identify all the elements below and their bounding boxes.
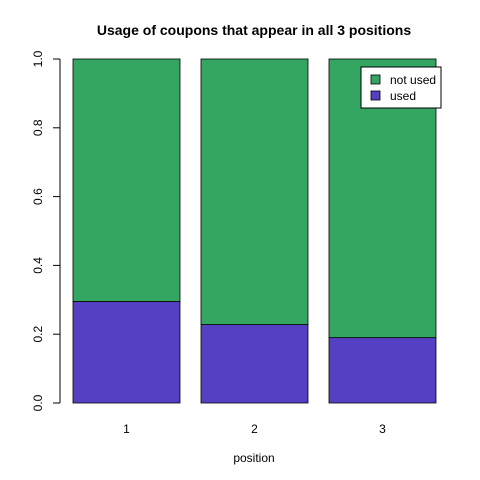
legend-label-used: used bbox=[390, 89, 416, 103]
bar-used-2 bbox=[200, 324, 309, 404]
y-tick-label-4: 0.8 bbox=[31, 119, 45, 136]
legend-swatch-not-used bbox=[370, 74, 381, 85]
chart-title: Usage of coupons that appear in all 3 po… bbox=[97, 22, 411, 38]
bar-not-used-2 bbox=[200, 58, 309, 325]
x-axis-title: position bbox=[233, 451, 274, 465]
bar-used-3 bbox=[328, 337, 437, 404]
bar-not-used-1 bbox=[72, 58, 181, 302]
bars-group bbox=[72, 58, 437, 404]
x-tick-label-2: 2 bbox=[251, 422, 258, 436]
bar-used-1 bbox=[72, 301, 181, 404]
y-tick-label-5: 1.0 bbox=[31, 50, 45, 67]
legend-swatch-used bbox=[370, 90, 381, 101]
x-tick-label-1: 1 bbox=[123, 422, 130, 436]
legend: not used used bbox=[360, 66, 442, 109]
y-tick-label-0: 0.0 bbox=[31, 394, 45, 411]
x-tick-label-3: 3 bbox=[379, 422, 386, 436]
y-tick-label-3: 0.6 bbox=[31, 188, 45, 205]
legend-box bbox=[360, 66, 442, 109]
x-axis: 1 2 3 bbox=[123, 422, 386, 436]
y-axis: 0.0 0.2 0.4 0.6 0.8 1.0 bbox=[31, 50, 61, 411]
y-tick-label-2: 0.4 bbox=[31, 257, 45, 274]
legend-label-not-used: not used bbox=[390, 73, 436, 87]
y-tick-label-1: 0.2 bbox=[31, 326, 45, 343]
